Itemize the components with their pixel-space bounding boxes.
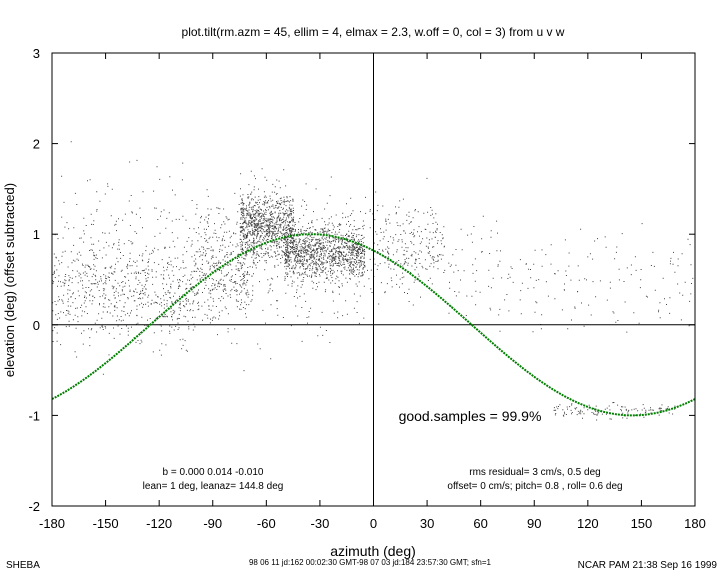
x-tick-label: -150 <box>93 516 119 531</box>
x-tick-label: 150 <box>631 516 653 531</box>
scatter-cluster-4 <box>52 141 375 375</box>
footer-source: NCAR PAM 21:38 Sep 16 1999 <box>578 560 718 571</box>
scatter-cluster-2 <box>239 178 295 268</box>
chart-title: plot.tilt(rm.azm = 45, ellim = 4, elmax … <box>182 25 565 39</box>
x-tick-label: 30 <box>420 516 434 531</box>
x-tick-label: 0 <box>370 516 377 531</box>
x-tick-label: 180 <box>684 516 706 531</box>
x-tick-label: -90 <box>203 516 222 531</box>
footer-time-range: 98 06 11 jd:162 00:02:30 GMT-98 07 03 jd… <box>249 558 492 567</box>
x-tick-label: 90 <box>527 516 541 531</box>
fit-curve <box>51 233 696 417</box>
rms-residual-annotation: rms residual= 3 cm/s, 0.5 deg <box>469 467 600 478</box>
scatter-cluster-0 <box>52 232 196 352</box>
scatter-cluster-5 <box>373 177 446 306</box>
fit-curve-layer <box>51 233 696 417</box>
good-samples-annotation: good.samples = 99.9% <box>399 408 542 424</box>
scatter-cluster-7 <box>553 402 676 421</box>
y-tick-label: -2 <box>28 499 40 514</box>
y-tick-label: -1 <box>28 408 40 423</box>
y-tick-label: 0 <box>33 318 40 333</box>
x-tick-label: 60 <box>473 516 487 531</box>
y-axis-label: elevation (deg) (offset subtracted) <box>2 183 17 377</box>
y-tick-label: 2 <box>33 137 40 152</box>
x-tick-label: 120 <box>577 516 599 531</box>
y-axis-ticks: -2 -1 0 1 2 3 <box>28 46 695 514</box>
x-axis-ticks: -180 -150 -120 -90 -60 -30 0 30 60 90 120 150 180 <box>39 53 706 531</box>
x-axis-label: azimuth (deg) <box>330 543 416 559</box>
x-tick-label: -60 <box>257 516 276 531</box>
scatter-cluster-3 <box>284 211 366 289</box>
y-tick-label: 1 <box>33 227 40 242</box>
coefficients-annotation: b = 0.000 0.014 -0.010 <box>163 467 264 478</box>
y-tick-label: 3 <box>33 46 40 61</box>
scatter-cluster-6 <box>448 215 694 333</box>
offset-pitch-roll-annotation: offset= 0 cm/s; pitch= 0.8 , roll= 0.6 d… <box>447 481 622 492</box>
scatter-cluster-1 <box>195 207 250 330</box>
footer-project: SHEBA <box>6 560 40 571</box>
x-tick-label: -120 <box>146 516 172 531</box>
reference-lines <box>52 53 695 506</box>
scatter-points <box>52 141 694 421</box>
x-tick-label: -180 <box>39 516 65 531</box>
lean-annotation: lean= 1 deg, leanaz= 144.8 deg <box>143 481 284 492</box>
x-tick-label: -30 <box>311 516 330 531</box>
